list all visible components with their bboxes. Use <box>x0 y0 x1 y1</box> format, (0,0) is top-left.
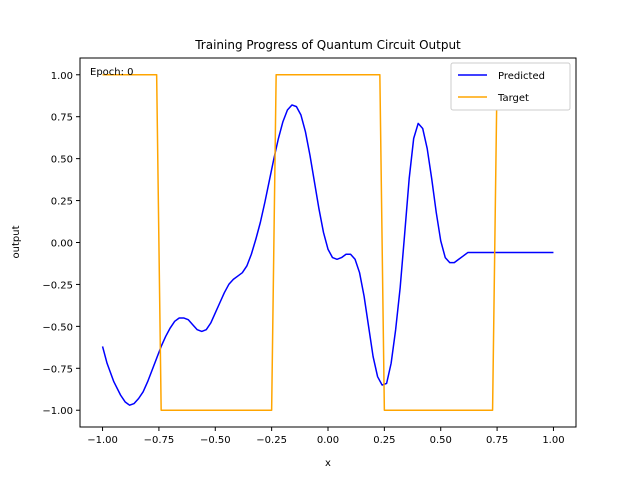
y-tick-label: −1.00 <box>42 406 73 417</box>
y-axis-label: output <box>11 225 22 258</box>
chart-title: Training Progress of Quantum Circuit Out… <box>194 38 461 52</box>
y-tick-label: −0.25 <box>42 280 73 291</box>
x-tick-label: −0.75 <box>144 435 175 446</box>
y-tick-label: −0.50 <box>42 322 73 333</box>
series-line-target <box>102 74 554 411</box>
y-tick-label: 0.75 <box>51 113 73 124</box>
x-tick-label: 0.25 <box>373 435 395 446</box>
legend: Predicted Target <box>450 62 571 111</box>
y-tick-label: 0.00 <box>51 239 73 250</box>
x-tick-label: −0.25 <box>256 435 287 446</box>
epoch-annotation: Epoch: 0 <box>90 67 134 78</box>
y-tick-label: 0.50 <box>51 155 73 166</box>
y-tick-label: 0.25 <box>51 197 73 208</box>
x-tick-label: −0.50 <box>200 435 231 446</box>
x-tick-label: 0.00 <box>317 435 339 446</box>
plot-area <box>101 74 554 411</box>
y-tick-label: 1.00 <box>51 71 73 82</box>
x-axis-label: x <box>325 458 331 469</box>
y-axis: −1.00 −0.75 −0.50 −0.25 0.00 0.25 0.50 0.75 1.00 <box>42 71 80 417</box>
x-axis: −1.00 −0.75 −0.50 −0.25 0.00 0.25 0.50 0.75 1.00 <box>87 427 565 446</box>
x-tick-label: 0.50 <box>430 435 452 446</box>
series-line-predicted <box>101 104 554 406</box>
x-tick-label: 0.75 <box>486 435 508 446</box>
legend-label-predicted: Predicted <box>498 71 545 82</box>
x-tick-label: −1.00 <box>87 435 118 446</box>
x-tick-label: 1.00 <box>542 435 564 446</box>
y-tick-label: −0.75 <box>42 364 73 375</box>
legend-label-target: Target <box>497 93 529 104</box>
